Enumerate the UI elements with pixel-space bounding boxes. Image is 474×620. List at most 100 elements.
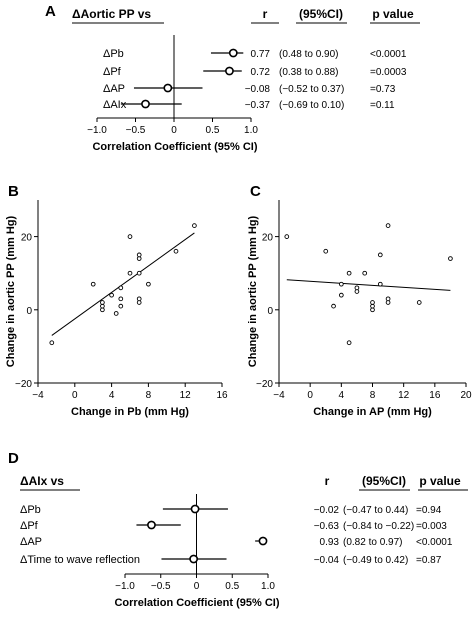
forest-a-header-ci: (95%CI) bbox=[299, 7, 343, 21]
scatter-c-data-point bbox=[377, 281, 383, 287]
forest-a-estimate-point bbox=[228, 48, 238, 58]
forest-a-row-label: ΔAIx bbox=[103, 99, 127, 111]
scatter-b-x-tick-label: 16 bbox=[216, 390, 228, 401]
scatter-c-data-point bbox=[331, 303, 336, 309]
forest-d-p-value: =0.94 bbox=[416, 505, 442, 516]
scatter-c-y-tick-label: 0 bbox=[267, 306, 273, 317]
forest-a-ci-value: (0.48 to 0.90) bbox=[279, 49, 338, 60]
scatter-b-data-point bbox=[192, 223, 197, 228]
forest-d-estimate-point bbox=[258, 536, 268, 546]
forest-d-x-tick-label: 0.5 bbox=[225, 581, 239, 592]
scatter-c-data-point bbox=[323, 248, 329, 254]
scatter-b-data-point bbox=[113, 311, 119, 316]
scatter-c-data-point bbox=[354, 285, 360, 291]
forest-plot-a: ΔAortic PP vs r (95%CI) p value −1.0 −0.5… bbox=[72, 7, 420, 153]
scatter-b-data-point bbox=[127, 270, 133, 276]
forest-d-x-axis-label: Correlation Coefficient (95% CI) bbox=[114, 597, 279, 609]
forest-a-r-value: 0.72 bbox=[251, 67, 271, 78]
scatter-b-x-tick-label: 12 bbox=[180, 390, 192, 401]
forest-d-x-tick-label: −1.0 bbox=[115, 581, 135, 592]
scatter-b-data-point bbox=[127, 234, 133, 239]
panel-label-c: C bbox=[250, 183, 261, 200]
forest-a-r-value: 0.77 bbox=[251, 49, 271, 60]
forest-a-estimate-point bbox=[141, 99, 150, 109]
scatter-c-y-tick-label: −20 bbox=[256, 379, 273, 390]
forest-d-ci-value: (−0.47 to 0.44) bbox=[343, 505, 408, 516]
forest-d-r-value: −0.63 bbox=[314, 521, 340, 532]
forest-a-x-tick-label: 0.5 bbox=[206, 125, 220, 136]
forest-a-estimate-point bbox=[225, 66, 234, 76]
scatter-c-data-point bbox=[284, 234, 290, 239]
scatter-c-data-point bbox=[346, 270, 352, 276]
scatter-b-data-point bbox=[173, 248, 179, 254]
forest-a-x-tick-label: −1.0 bbox=[87, 125, 107, 136]
scatter-c-data-point bbox=[370, 300, 375, 305]
scatter-b-data-point bbox=[136, 296, 142, 302]
forest-d-row-label: ΔPf bbox=[20, 520, 39, 532]
scatter-c-data-point bbox=[377, 252, 383, 258]
scatter-c-x-axis-label: Change in AP (mm Hg) bbox=[313, 406, 432, 418]
scatter-c-regression-line bbox=[286, 279, 451, 291]
scatter-c-data-point bbox=[416, 300, 422, 305]
scatter-plot-c: −4 0 4 8 12 16 20 −20 0 20 Change in AP (mm Hg) Cha… bbox=[247, 200, 472, 418]
scatter-b-x-axis-label: Change in Pb (mm Hg) bbox=[71, 406, 189, 418]
scatter-b-y-axis-label: Change in aortic PP (mm Hg) bbox=[5, 215, 17, 367]
forest-d-estimate-point bbox=[189, 554, 199, 564]
scatter-b-y-tick-label: 0 bbox=[26, 306, 32, 317]
scatter-b-regression-line bbox=[51, 232, 195, 336]
scatter-b-y-tick-label: 20 bbox=[21, 233, 33, 244]
forest-d-row-label: ΔAP bbox=[20, 536, 42, 548]
scatter-c-data-point bbox=[338, 292, 344, 298]
forest-d-header-ci: (95%CI) bbox=[362, 474, 406, 488]
scatter-b-data-point bbox=[100, 300, 105, 305]
scatter-c-x-tick-label: 8 bbox=[370, 390, 376, 401]
forest-a-title: ΔAortic PP vs bbox=[72, 7, 151, 21]
forest-a-x-tick-label: −0.5 bbox=[126, 125, 146, 136]
scatter-c-x-tick-label: 20 bbox=[460, 390, 472, 401]
scatter-c-y-tick-label: 20 bbox=[262, 233, 274, 244]
forest-a-header-p: p value bbox=[372, 7, 414, 21]
forest-a-x-tick-label: 0 bbox=[171, 125, 177, 136]
forest-d-ci-value: (−0.84 to −0.22) bbox=[343, 521, 414, 532]
scatter-b-data-point bbox=[136, 270, 142, 276]
scatter-c-data-point bbox=[385, 296, 391, 302]
forest-d-p-value: =0.87 bbox=[416, 555, 442, 566]
scatter-c-data-point bbox=[385, 223, 391, 228]
scatter-b-x-tick-label: 8 bbox=[146, 390, 152, 401]
forest-d-ci-value: (−0.49 to 0.42) bbox=[343, 555, 408, 566]
forest-d-row-label: ΔPb bbox=[20, 504, 41, 516]
forest-a-row-label: ΔPb bbox=[103, 48, 124, 60]
forest-d-x-tick-label: 0 bbox=[194, 581, 200, 592]
scatter-b-data-point bbox=[146, 281, 151, 287]
forest-a-ci-value: (−0.52 to 0.37) bbox=[279, 84, 344, 95]
forest-a-p-value: =0.73 bbox=[370, 84, 396, 95]
forest-d-x-tick-label: 1.0 bbox=[261, 581, 275, 592]
forest-a-r-value: −0.37 bbox=[245, 100, 271, 111]
forest-a-p-value: <0.0001 bbox=[370, 49, 407, 60]
panel-label-a: A bbox=[45, 3, 56, 20]
forest-d-r-value: −0.02 bbox=[314, 505, 340, 516]
scatter-plot-b: −4 0 4 8 12 16 −20 0 20 Change in Pb (mm Hg) Chang… bbox=[5, 200, 228, 418]
scatter-c-x-tick-label: 16 bbox=[429, 390, 441, 401]
forest-d-x-tick-label: −0.5 bbox=[151, 581, 171, 592]
scatter-c-data-point bbox=[362, 270, 368, 276]
scatter-c-x-tick-label: 4 bbox=[339, 390, 345, 401]
forest-a-x-tick-label: 1.0 bbox=[244, 125, 258, 136]
scatter-b-data-point bbox=[90, 281, 96, 287]
scatter-b-data-point bbox=[118, 296, 124, 302]
scatter-b-x-tick-label: 4 bbox=[109, 390, 115, 401]
forest-d-ci-value: (0.82 to 0.97) bbox=[343, 537, 402, 548]
scatter-b-data-point bbox=[118, 285, 124, 291]
scatter-b-x-tick-label: −4 bbox=[32, 390, 44, 401]
scatter-c-x-tick-label: 0 bbox=[307, 390, 313, 401]
forest-d-estimate-point bbox=[190, 504, 200, 514]
forest-a-row-label: ΔAP bbox=[103, 83, 125, 95]
forest-d-estimate-point bbox=[147, 520, 156, 530]
forest-d-header-r: r bbox=[325, 474, 330, 488]
forest-a-estimate-point bbox=[163, 83, 173, 93]
scatter-b-data-point bbox=[109, 292, 114, 298]
forest-a-p-value: =0.11 bbox=[370, 100, 395, 111]
panel-label-b: B bbox=[8, 183, 19, 200]
scatter-b-y-tick-label: −20 bbox=[15, 379, 32, 390]
forest-a-header-r: r bbox=[263, 7, 268, 21]
